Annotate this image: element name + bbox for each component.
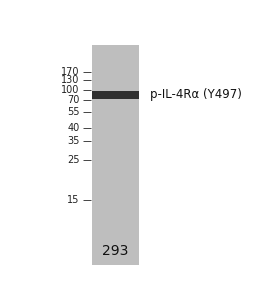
Text: p-IL-4Rα (Y497): p-IL-4Rα (Y497) — [150, 88, 242, 101]
Text: 25: 25 — [67, 154, 79, 165]
Text: 70: 70 — [67, 94, 79, 104]
Text: 35: 35 — [67, 136, 79, 146]
Text: 40: 40 — [67, 123, 79, 134]
Text: 15: 15 — [67, 195, 79, 205]
Text: 293: 293 — [102, 244, 128, 258]
Text: 130: 130 — [61, 75, 79, 85]
Text: 170: 170 — [61, 67, 79, 77]
Text: 55: 55 — [67, 107, 79, 117]
Bar — [92, 45, 139, 265]
Text: 100: 100 — [61, 85, 79, 95]
Bar — [92, 91, 139, 99]
